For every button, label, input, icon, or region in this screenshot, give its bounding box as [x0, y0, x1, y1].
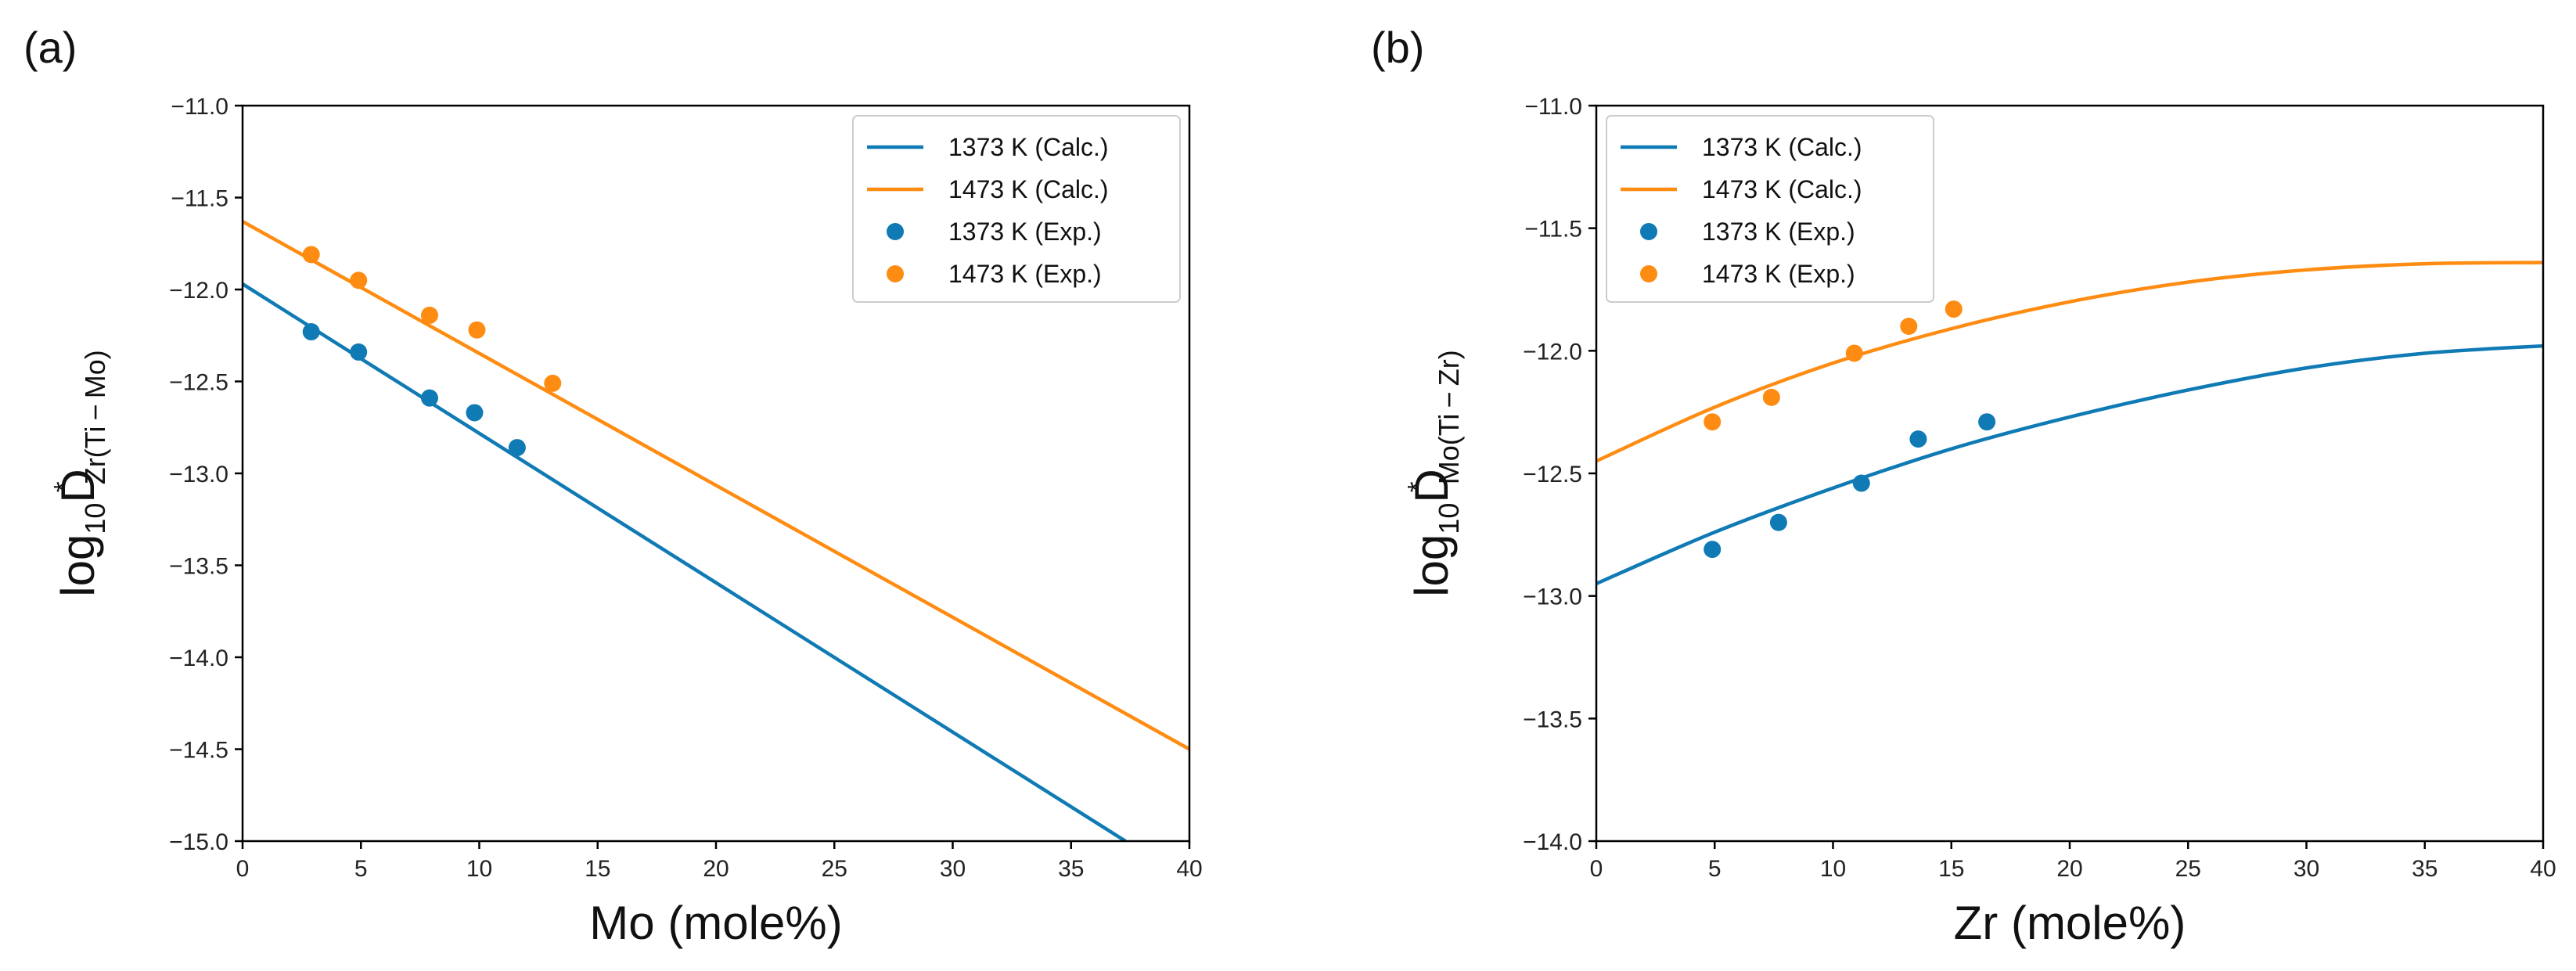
legend-label: 1473 K (Calc.) [1702, 175, 1862, 203]
data-point [1900, 318, 1918, 335]
y-tick-label: −11.5 [1524, 217, 1582, 243]
legend-marker-swatch [887, 265, 904, 282]
legend-label: 1373 K (Exp.) [948, 218, 1102, 246]
y-tick-label: −15.0 [169, 829, 228, 855]
y-tick-label: −13.0 [1523, 584, 1582, 610]
data-point [1704, 541, 1722, 559]
y-label-log: log [52, 534, 104, 597]
y-tick-label: −12.0 [169, 278, 228, 304]
y-tick-label: −13.5 [1523, 707, 1582, 732]
x-tick-label: 20 [2056, 856, 2082, 882]
x-tick-label: 15 [1938, 856, 1964, 882]
panel-label: (a) [23, 23, 77, 72]
y-tick-label: −11.0 [171, 94, 228, 120]
legend-label: 1373 K (Exp.) [1702, 218, 1855, 246]
x-tick-label: 40 [1176, 856, 1202, 882]
data-point [468, 321, 486, 339]
y-label-log: log [1405, 534, 1458, 597]
series-line-1 [1596, 261, 2543, 463]
chart-panel-b: (b) 0 5 10 15 20 25 30 35 40 −14.0 −13.5 −13.0 −12.5 −… [1371, 23, 2556, 949]
data-point [1978, 413, 1996, 431]
legend-label: 1473 K (Exp.) [948, 260, 1102, 288]
x-tick-label: 35 [1058, 856, 1084, 882]
legend-label: 1373 K (Calc.) [948, 133, 1109, 161]
y-label-star: * [48, 481, 80, 492]
panel-label: (b) [1371, 23, 1424, 72]
x-tick-label: 35 [2412, 856, 2437, 882]
data-point [1945, 300, 1963, 318]
x-tick-label: 40 [2530, 856, 2556, 882]
data-point [1704, 413, 1722, 431]
x-tick-label: 10 [466, 856, 492, 882]
y-axis-label: log10D*Zr(Ti − Mo) [48, 350, 111, 597]
x-tick-label: 25 [822, 856, 847, 882]
data-point [544, 374, 562, 392]
legend-marker-swatch [1640, 223, 1657, 240]
legend: 1373 K (Calc.) 1473 K (Calc.) 1373 K (Exp.… [852, 115, 1181, 303]
legend-label: 1473 K (Exp.) [1702, 260, 1855, 288]
x-tick-label: 30 [940, 856, 966, 882]
data-point [1845, 344, 1863, 362]
x-tick-label: 5 [354, 856, 368, 882]
y-label-star: * [1401, 481, 1434, 492]
y-tick-label: −11.0 [1524, 94, 1582, 120]
chart-panel-a: (a) 0 5 10 15 20 25 30 35 40 −15.0 −14.5 −14.0 −13.5 −… [23, 23, 1203, 949]
y-tick-label: −12.0 [1523, 339, 1582, 365]
legend-marker-swatch [887, 223, 904, 240]
x-tick-label: 25 [2175, 856, 2201, 882]
x-axis-label: Zr (mole%) [1954, 897, 2186, 949]
y-label-d: D [52, 469, 104, 502]
series-line-1 [243, 220, 1189, 751]
x-tick-label: 20 [703, 856, 729, 882]
data-point [350, 343, 368, 361]
x-tick-label: 0 [236, 856, 250, 882]
y-tick-label: −14.0 [1523, 829, 1582, 855]
x-tick-label: 30 [2294, 856, 2319, 882]
data-point [420, 389, 438, 407]
y-label-subscript: Mo(Ti − Zr) [1433, 350, 1465, 484]
data-point [302, 246, 320, 264]
y-tick-label: −14.5 [169, 738, 228, 764]
y-label-sub10: 10 [1433, 503, 1465, 534]
x-tick-label: 15 [585, 856, 610, 882]
legend: 1373 K (Calc.) 1473 K (Calc.) 1373 K (Exp.… [1606, 115, 1934, 303]
data-point [1762, 388, 1780, 406]
data-point [1909, 430, 1927, 448]
series-line-0 [1596, 343, 2543, 586]
data-point [302, 323, 320, 341]
data-point [508, 439, 526, 457]
y-label-d: D [1405, 469, 1458, 502]
y-tick-label: −13.0 [169, 462, 228, 487]
y-label-sub10: 10 [79, 503, 111, 534]
y-tick-label: −11.5 [171, 186, 228, 212]
legend-label: 1373 K (Calc.) [1702, 133, 1862, 161]
data-point [350, 272, 368, 290]
x-axis-label: Mo (mole%) [589, 897, 842, 949]
data-point [1769, 513, 1787, 531]
x-tick-label: 5 [1708, 856, 1722, 882]
y-tick-label: −12.5 [169, 370, 228, 396]
y-label-subscript: Zr(Ti − Mo) [79, 350, 111, 484]
data-point [1852, 474, 1870, 492]
legend-label: 1473 K (Calc.) [948, 175, 1109, 203]
legend-box [1606, 115, 1934, 303]
y-tick-label: −14.0 [169, 646, 228, 671]
series-line-0 [243, 282, 1127, 841]
legend-marker-swatch [1640, 265, 1657, 282]
x-tick-label: 10 [1820, 856, 1846, 882]
y-tick-label: −12.5 [1523, 462, 1582, 487]
data-point [420, 306, 438, 324]
data-point [466, 404, 484, 422]
y-tick-label: −13.5 [169, 554, 228, 580]
y-axis-label: log10D*Mo(Ti − Zr) [1401, 350, 1465, 597]
legend-box [852, 115, 1181, 303]
x-tick-label: 0 [1590, 856, 1603, 882]
